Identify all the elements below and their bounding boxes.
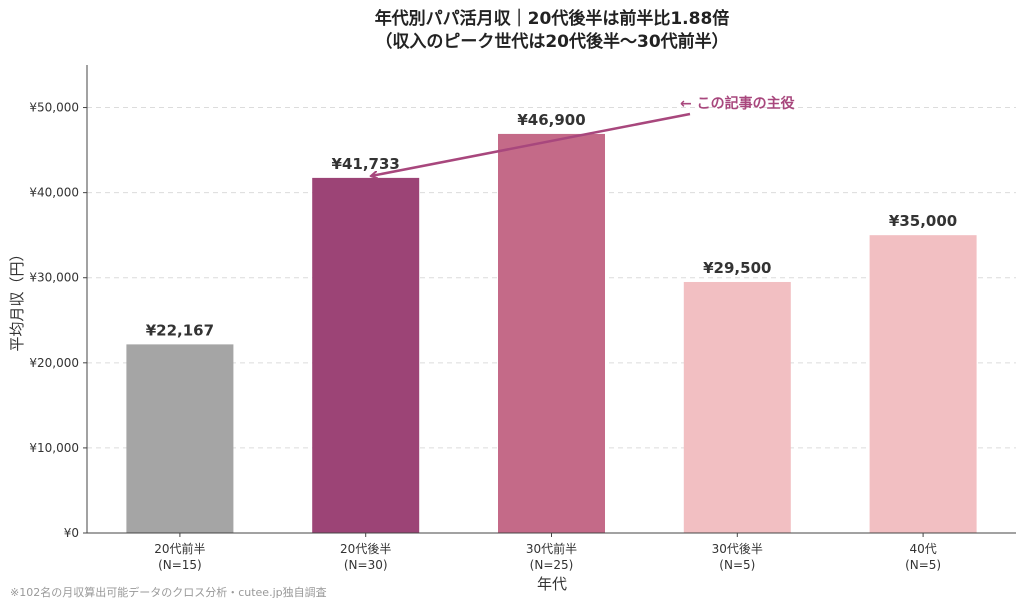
x-tick-label: 30代後半 xyxy=(712,542,763,556)
bar-value-label: ¥29,500 xyxy=(703,259,771,277)
bar xyxy=(312,177,420,533)
bar xyxy=(683,281,791,533)
bar-value-label: ¥46,900 xyxy=(517,111,585,129)
bar xyxy=(498,133,605,533)
x-tick-label: 20代前半 xyxy=(154,541,205,556)
x-tick-sample-size: (N=5) xyxy=(719,558,755,572)
x-tick-sample-size: (N=5) xyxy=(905,558,941,572)
y-tick-label: ¥0 xyxy=(64,526,79,540)
x-tick-sample-size: (N=25) xyxy=(530,558,574,572)
annotation: ← この記事の主役 xyxy=(372,95,796,176)
x-tick-sample-size: (N=15) xyxy=(158,558,202,572)
x-tick-label: 40代 xyxy=(909,542,936,556)
x-axis: 20代前半 (N=15) 20代後半 (N=30) 30代前半 (N=25) 30代後半 (N… xyxy=(154,533,941,572)
y-axis-label: 平均月収（円） xyxy=(8,246,26,351)
x-tick-label: 30代前半 xyxy=(526,541,577,556)
x-tick-sample-size: (N=30) xyxy=(344,558,388,572)
bar-value-label: ¥22,167 xyxy=(146,321,214,339)
y-axis: ¥0 ¥10,000 ¥20,000 ¥30,000 ¥40,000 ¥50,000 xyxy=(29,101,87,540)
annotation-arrow xyxy=(372,112,691,176)
y-tick-label: ¥40,000 xyxy=(29,186,79,200)
annotation-text: ← この記事の主役 xyxy=(680,95,796,112)
bars xyxy=(126,133,977,533)
bar-value-labels: ¥22,167 ¥41,733 ¥46,900 ¥29,500 ¥35,000 xyxy=(146,111,958,339)
bar-value-label: ¥35,000 xyxy=(889,212,957,230)
chart-title-line2: （収入のピーク世代は20代後半〜30代前半） xyxy=(375,31,728,52)
bar xyxy=(869,235,977,533)
bar-value-label: ¥41,733 xyxy=(332,155,400,173)
y-tick-label: ¥20,000 xyxy=(29,356,79,370)
y-tick-label: ¥30,000 xyxy=(29,271,79,285)
y-tick-label: ¥50,000 xyxy=(29,101,79,115)
chart-title-line1: 年代別パパ活月収｜20代後半は前半比1.88倍 xyxy=(375,8,730,29)
x-axis-label: 年代 xyxy=(537,575,567,593)
bar xyxy=(126,344,234,533)
gridlines xyxy=(87,107,1016,449)
x-tick-label: 20代後半 xyxy=(340,542,391,556)
footnote: ※102名の月収算出可能データのクロス分析・cutee.jp独自調査 xyxy=(10,585,327,599)
y-tick-label: ¥10,000 xyxy=(29,441,79,455)
